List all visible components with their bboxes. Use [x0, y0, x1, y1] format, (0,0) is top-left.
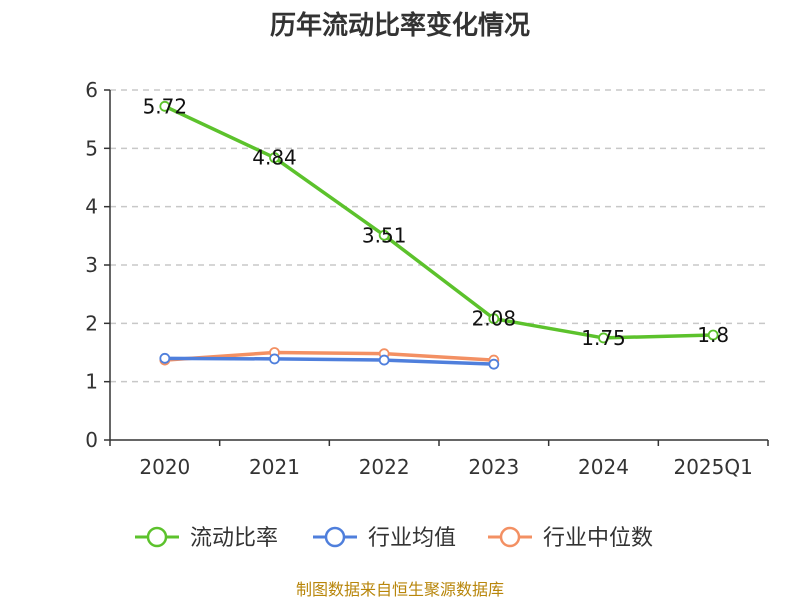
legend[interactable]: 流动比率 行业均值 行业中位数 — [135, 526, 653, 551]
x-tick-label: 2023 — [468, 455, 519, 479]
y-tick-label: 3 — [85, 253, 98, 277]
legend-item[interactable]: 行业中位数 — [488, 526, 653, 551]
axes: 0 1 2 3 4 5 6 2020 2021 2022 2023 2024 2025Q1 — [85, 78, 769, 479]
x-tick-label: 2024 — [578, 455, 629, 479]
legend-label: 行业均值 — [368, 526, 456, 551]
data-label: 4.84 — [252, 146, 297, 170]
x-tick-label: 2020 — [139, 455, 190, 479]
series-layer — [159, 100, 719, 370]
data-point — [378, 354, 390, 366]
data-point — [488, 313, 500, 325]
legend-marker — [324, 526, 346, 548]
y-tick-label: 5 — [85, 136, 98, 160]
x-tick-label: 2021 — [249, 455, 300, 479]
data-point — [159, 352, 171, 364]
legend-marker — [499, 526, 521, 548]
chart-title: 历年流动比率变化情况 — [270, 10, 530, 41]
legend-item[interactable]: 行业均值 — [313, 526, 456, 551]
series-line — [164, 104, 714, 340]
series-line — [164, 350, 494, 362]
data-label: 1.8 — [697, 323, 729, 347]
series-1 — [159, 352, 500, 370]
data-point — [159, 100, 171, 112]
legend-item[interactable]: 流动比率 — [135, 526, 278, 551]
legend-label: 流动比率 — [190, 526, 278, 551]
series-0 — [159, 100, 719, 344]
data-label: 2.08 — [472, 307, 517, 331]
data-label: 5.72 — [143, 94, 188, 118]
y-tick-label: 2 — [85, 311, 98, 335]
data-point — [707, 329, 719, 341]
x-tick-label: 2022 — [359, 455, 410, 479]
legend-label: 行业中位数 — [543, 526, 653, 551]
y-tick-label: 1 — [85, 370, 98, 394]
data-label: 3.51 — [362, 223, 407, 247]
y-tick-label: 6 — [85, 78, 98, 102]
data-point — [488, 358, 500, 370]
legend-marker — [146, 526, 168, 548]
source-note: 制图数据来自恒生聚源数据库 — [296, 580, 504, 599]
series-line — [164, 356, 494, 366]
data-point — [378, 229, 390, 241]
data-labels: 5.72 4.84 3.51 2.08 1.75 1.8 — [143, 94, 730, 350]
data-point — [598, 332, 609, 344]
x-tick-label: 2025Q1 — [673, 455, 752, 479]
data-label: 1.75 — [581, 326, 626, 350]
y-tick-label: 4 — [85, 195, 98, 219]
y-tick-label: 0 — [85, 428, 98, 452]
data-point — [269, 353, 280, 365]
data-point — [269, 152, 280, 164]
